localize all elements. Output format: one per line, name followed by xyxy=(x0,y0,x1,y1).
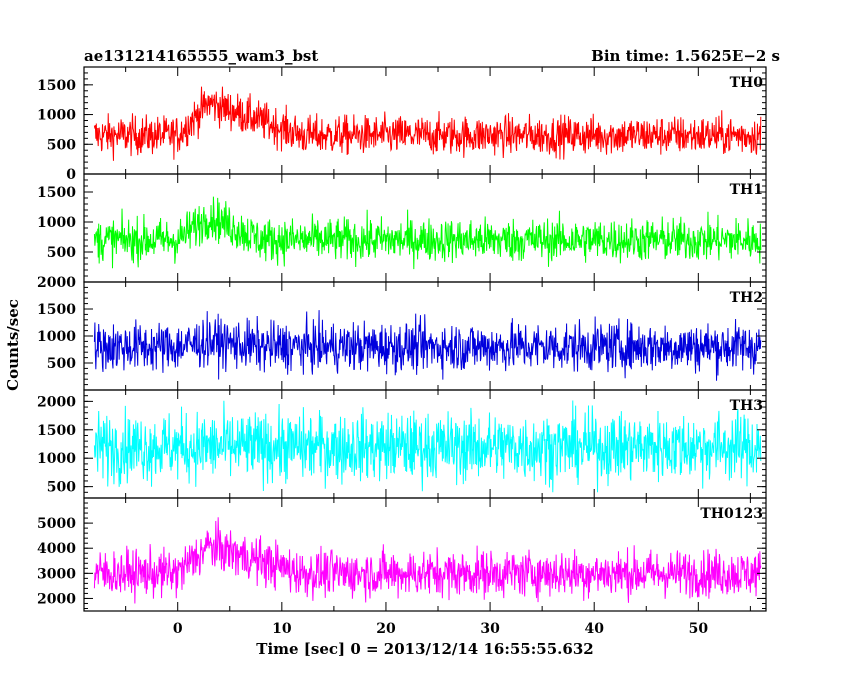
x-tick-label: 30 xyxy=(480,621,500,637)
y-tick-label: 3000 xyxy=(37,566,76,582)
panel-th1: 500 1000 1500 TH1 xyxy=(37,173,767,283)
y-tick-label: 500 xyxy=(47,245,76,261)
y-tick-label: 2000 xyxy=(37,275,76,291)
x-tick-label: 40 xyxy=(584,621,604,637)
y-tick-label: 500 xyxy=(47,356,76,372)
y-tick-label: 500 xyxy=(47,137,76,153)
y-axis-label: Counts/sec xyxy=(4,299,22,391)
bin-time-label: Bin time: 1.5625E−2 s xyxy=(591,47,780,65)
x-tick-label: 10 xyxy=(272,621,292,637)
panel-label: TH3 xyxy=(730,398,763,414)
x-axis: 0 10 20 30 40 50 xyxy=(173,621,708,637)
y-tick-label: 2000 xyxy=(37,591,76,607)
x-tick-label: 20 xyxy=(376,621,396,637)
x-tick-label: 50 xyxy=(689,621,709,637)
y-tick-label: 1500 xyxy=(37,302,76,318)
y-tick-label: 4000 xyxy=(37,541,76,557)
y-tick-label: 1000 xyxy=(37,451,76,467)
panel-th0: 0 500 1000 1500 TH0 xyxy=(37,66,767,183)
panel-label: TH1 xyxy=(730,182,763,198)
panel-th2: 500 1000 1500 2000 TH2 xyxy=(37,275,767,391)
series-line-th3 xyxy=(93,400,762,493)
y-tick-label: 1000 xyxy=(37,215,76,231)
x-tick-label: 0 xyxy=(173,621,183,637)
panel-label: TH0 xyxy=(730,75,764,91)
y-tick-label: 1500 xyxy=(37,185,76,201)
series-line-th0 xyxy=(93,86,762,161)
series-line-th2 xyxy=(93,310,762,381)
panel-stack: 0 500 1000 1500 TH0 500 1000 1500 TH1 500 1000 1500… xyxy=(37,66,767,612)
series-line-th1 xyxy=(93,196,762,270)
y-tick-label: 1500 xyxy=(37,423,76,439)
panel-label: TH0123 xyxy=(700,506,763,522)
series-line-th0123 xyxy=(93,517,762,604)
chart-title: ae131214165555_wam3_bst xyxy=(84,47,318,65)
panel-label: TH2 xyxy=(730,290,763,306)
y-tick-label: 0 xyxy=(66,167,76,183)
panel-th0123: 2000 3000 4000 5000 TH0123 xyxy=(37,497,767,612)
x-axis-label: Time [sec] 0 = 2013/12/14 16:55:55.632 xyxy=(256,640,593,658)
panel-th3: 500 1000 1500 2000 TH3 xyxy=(37,389,767,499)
y-tick-label: 1000 xyxy=(37,108,76,124)
y-tick-label: 1000 xyxy=(37,329,76,345)
y-tick-label: 500 xyxy=(47,480,76,496)
panel-frame xyxy=(83,497,767,612)
y-tick-label: 5000 xyxy=(37,516,76,532)
y-tick-label: 2000 xyxy=(37,394,76,410)
y-tick-label: 1500 xyxy=(37,78,76,94)
